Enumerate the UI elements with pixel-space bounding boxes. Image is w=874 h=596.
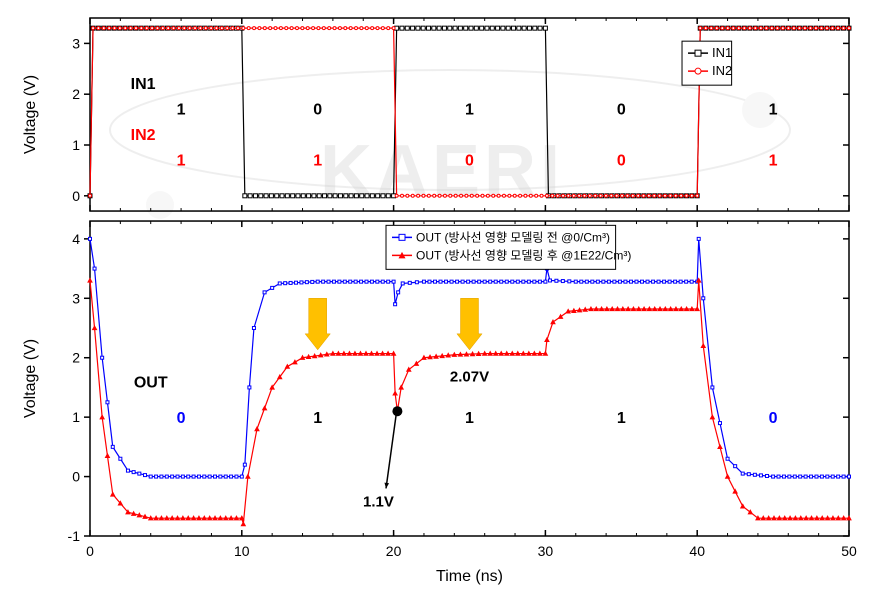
svg-text:0: 0 — [313, 102, 322, 119]
svg-text:OUT: OUT — [134, 374, 168, 391]
svg-text:IN2: IN2 — [712, 63, 732, 78]
svg-text:2: 2 — [72, 86, 80, 102]
svg-text:40: 40 — [689, 543, 705, 559]
figure-container: KAERI 0123Voltage (V)-10123401020304050V… — [0, 0, 874, 596]
svg-text:Voltage (V): Voltage (V) — [22, 75, 39, 154]
svg-text:0: 0 — [72, 469, 80, 485]
svg-text:0: 0 — [72, 188, 80, 204]
svg-text:0: 0 — [617, 152, 626, 169]
svg-text:3: 3 — [72, 290, 80, 306]
svg-text:1: 1 — [313, 152, 322, 169]
svg-text:0: 0 — [177, 410, 186, 427]
svg-text:1: 1 — [72, 409, 80, 425]
svg-text:1: 1 — [769, 152, 778, 169]
svg-text:4: 4 — [72, 231, 80, 247]
svg-text:IN2: IN2 — [131, 127, 156, 144]
svg-text:1: 1 — [769, 102, 778, 119]
svg-text:50: 50 — [841, 543, 857, 559]
svg-text:0: 0 — [86, 543, 94, 559]
svg-text:1: 1 — [465, 102, 474, 119]
svg-text:Voltage (V): Voltage (V) — [22, 339, 39, 418]
svg-text:1: 1 — [465, 410, 474, 427]
svg-text:0: 0 — [465, 152, 474, 169]
svg-text:20: 20 — [386, 543, 402, 559]
svg-text:2.07V: 2.07V — [450, 368, 489, 385]
svg-text:3: 3 — [72, 35, 80, 51]
svg-text:1: 1 — [72, 137, 80, 153]
svg-text:0: 0 — [617, 102, 626, 119]
svg-text:1: 1 — [313, 410, 322, 427]
svg-text:1: 1 — [617, 410, 626, 427]
svg-text:30: 30 — [538, 543, 554, 559]
svg-text:IN1: IN1 — [712, 45, 732, 60]
svg-text:1: 1 — [177, 102, 186, 119]
svg-text:Time (ns): Time (ns) — [436, 568, 503, 585]
svg-text:OUT (방사선 영향 모델링 후 @1E22/Cm³): OUT (방사선 영향 모델링 후 @1E22/Cm³) — [416, 248, 631, 262]
svg-text:2: 2 — [72, 350, 80, 366]
svg-text:0: 0 — [769, 410, 778, 427]
svg-text:1: 1 — [177, 152, 186, 169]
svg-text:10: 10 — [234, 543, 250, 559]
chart-svg: 0123Voltage (V)-10123401020304050Voltage… — [0, 0, 874, 596]
svg-text:OUT (방사선 영향 모델링 전 @0/Cm³): OUT (방사선 영향 모델링 전 @0/Cm³) — [416, 230, 610, 244]
svg-text:-1: -1 — [68, 528, 81, 544]
svg-text:IN1: IN1 — [131, 76, 156, 93]
svg-text:1.1V: 1.1V — [363, 493, 394, 510]
